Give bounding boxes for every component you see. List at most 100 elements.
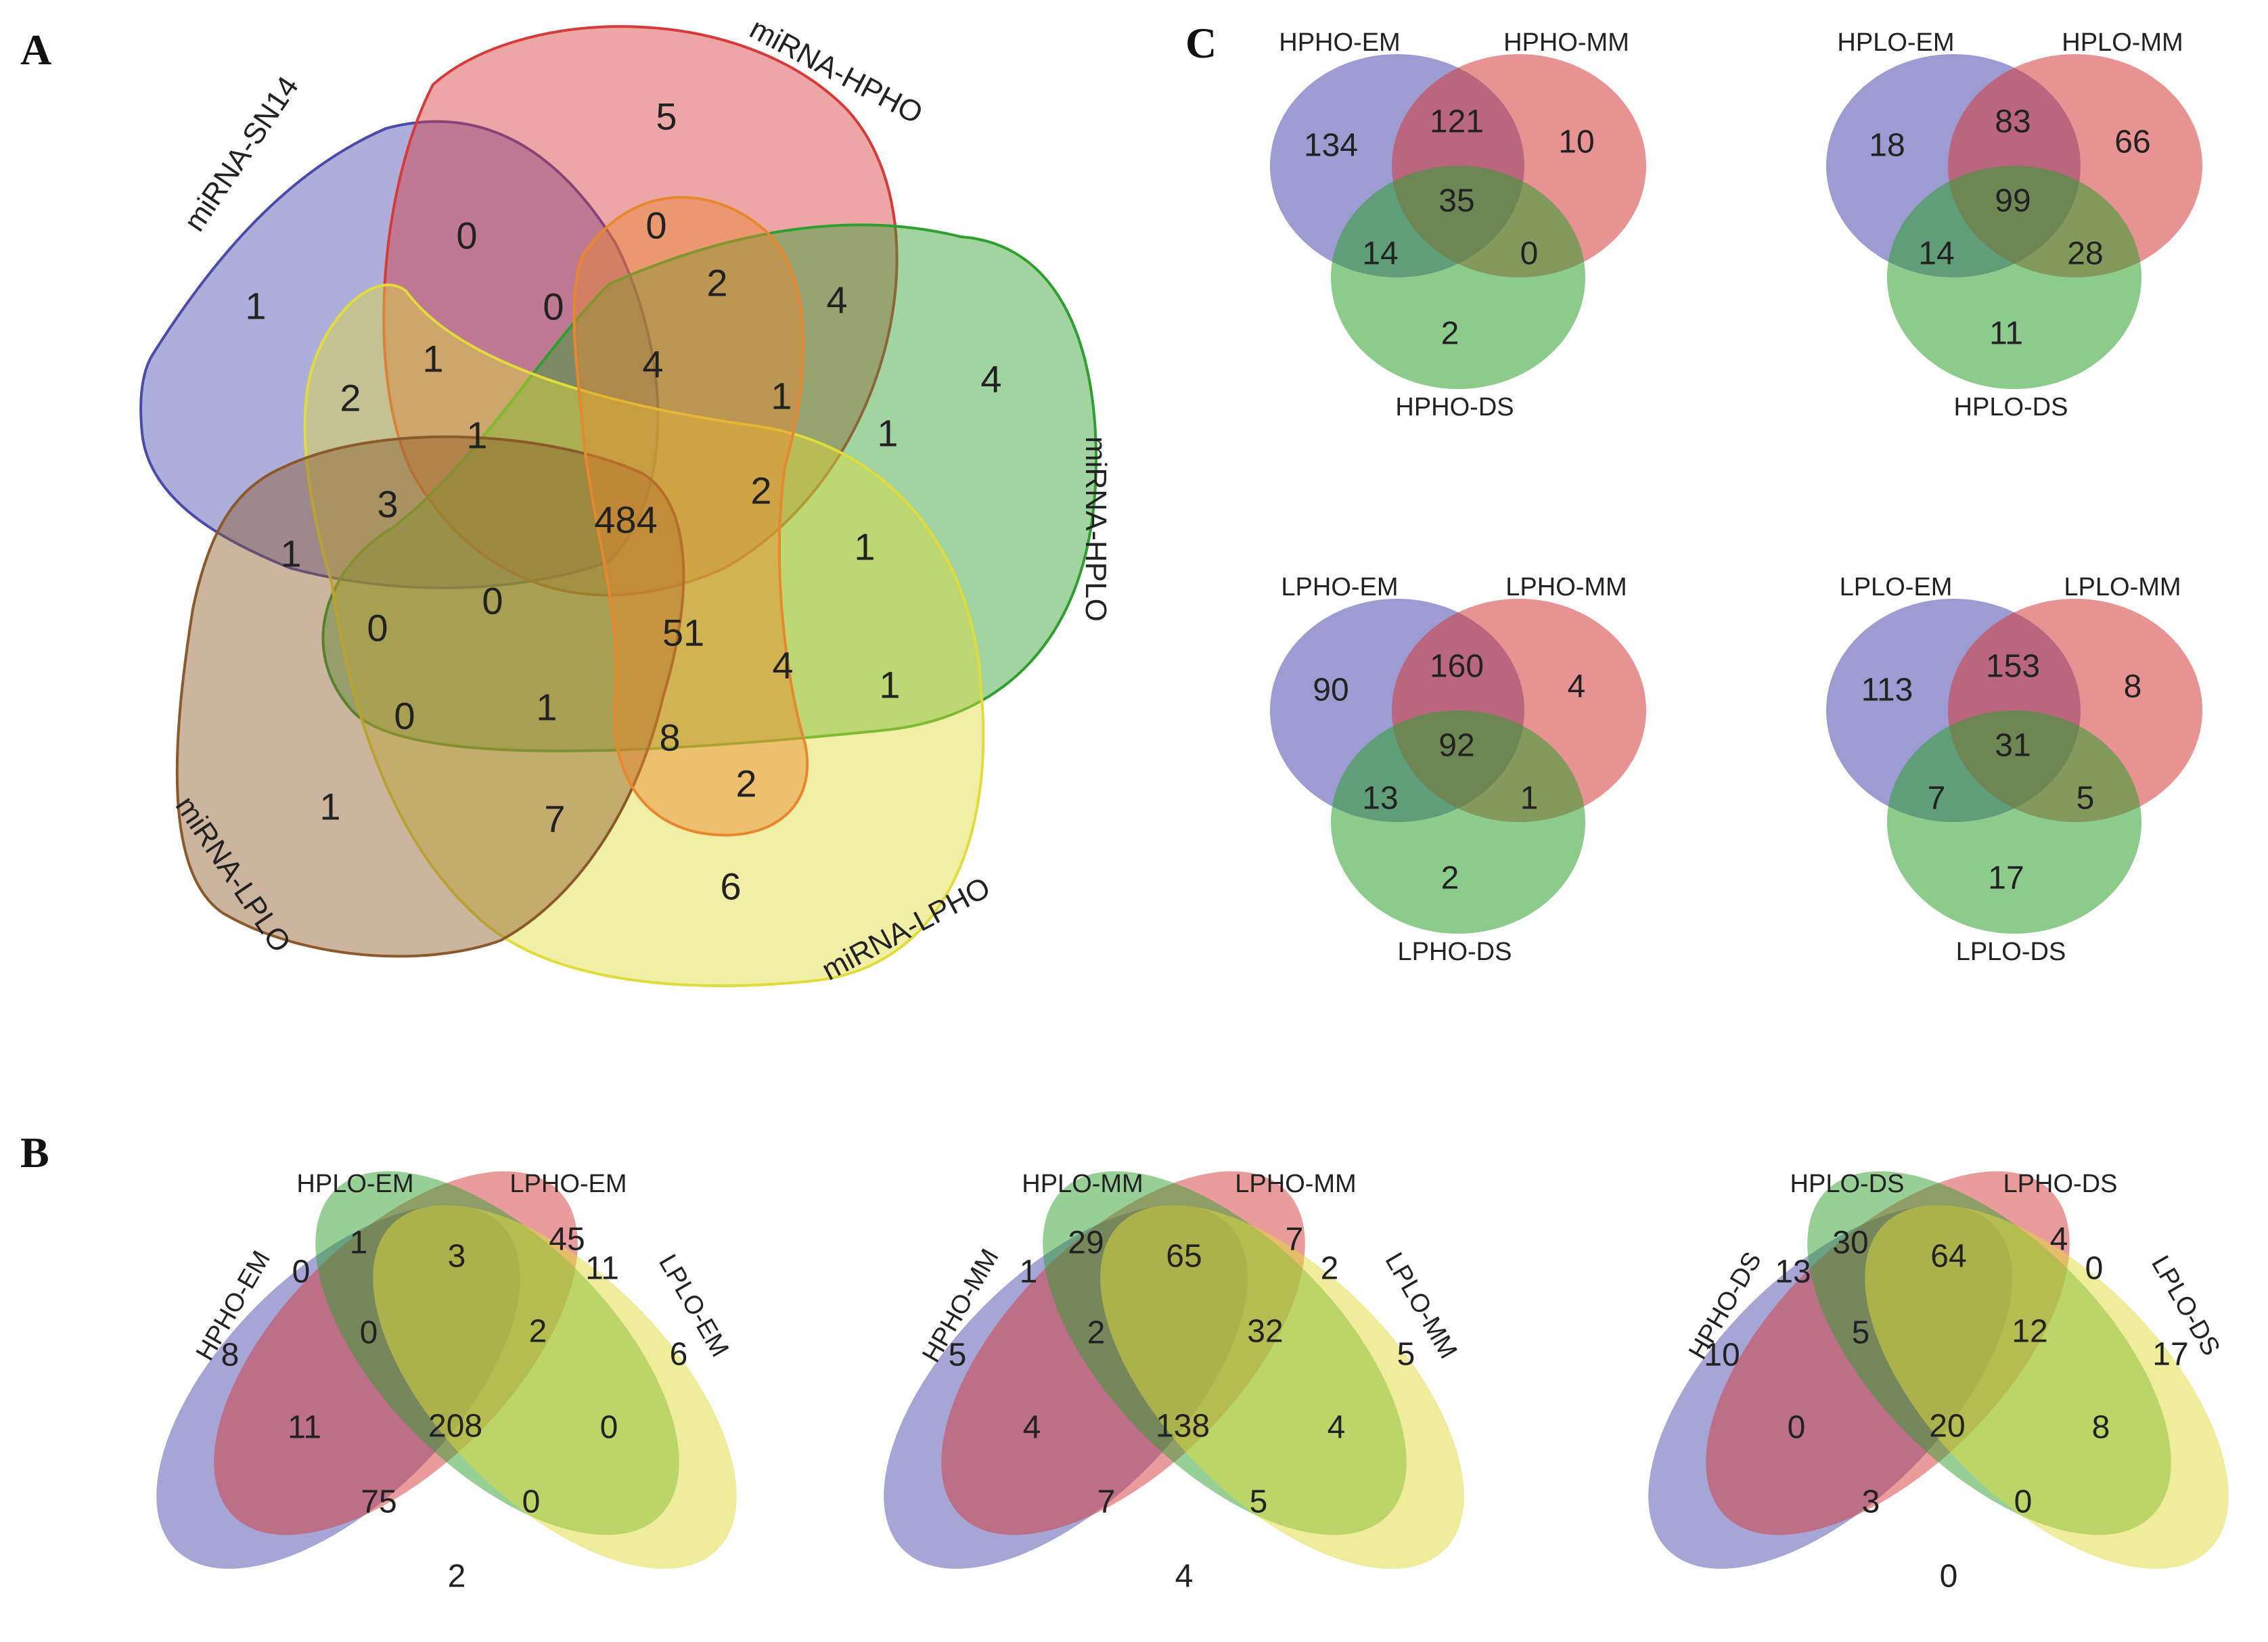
region-count-r-1-h: 1: [536, 686, 557, 729]
venn4-region-count: 30: [1832, 1225, 1868, 1261]
venn4-region-count: 17: [2152, 1337, 2188, 1373]
venn3-1: HPHO-EM HPHO-MM HPHO-DS 134 121 10 35 14 0 2: [1270, 28, 1646, 421]
venn4-region-count: 0: [2085, 1251, 2104, 1287]
venn3-set-label: HPLO-EM: [1837, 28, 1954, 57]
region-count-r-0-f: 0: [394, 695, 415, 737]
venn3-3-circle-3: [1331, 710, 1585, 934]
venn4-region-count: 4: [1023, 1410, 1041, 1446]
region-count-hplo-only: 4: [980, 358, 1001, 401]
venn3-region-count: 90: [1313, 672, 1348, 708]
region-count-r-51: 51: [662, 612, 704, 654]
venn3-2: HPLO-EM HPLO-MM HPLO-DS 18 83 66 99 14 28 11: [1826, 28, 2202, 421]
region-count-r-0-e: 0: [482, 580, 503, 622]
venn4-region-count: 138: [1156, 1409, 1210, 1444]
venn3-set-label: LPHO-MM: [1505, 573, 1627, 601]
venn4-set-label: LPHO-EM: [509, 1170, 627, 1198]
venn3-region-count: 18: [1869, 128, 1905, 164]
panel-a-five-set-venn: A miRNA-SN14 miRNA-HPHO miRNA-HPLO miRNA…: [20, 12, 1112, 987]
set-shape-hpho: [382, 25, 899, 597]
venn4-region-count: 65: [1166, 1239, 1202, 1275]
venn3-region-count: 160: [1430, 649, 1484, 685]
venn4-region-count: 8: [2092, 1410, 2110, 1446]
venn4-region-count: 0: [292, 1254, 311, 1290]
venn4-3-ellipse-4: [1865, 1205, 2229, 1569]
venn4-region-count: 20: [1929, 1409, 1965, 1444]
venn3-4: LPLO-EM LPLO-MM LPLO-DS 113 153 8 31 7 5 17: [1826, 573, 2202, 966]
venn3-set-label: HPHO-DS: [1395, 393, 1514, 421]
venn3-region-count: 28: [2067, 236, 2103, 272]
region-count-r-4-b: 4: [642, 343, 663, 386]
venn4-region-count: 8: [221, 1338, 240, 1373]
venn4-region-count: 5: [949, 1338, 967, 1373]
venn4-1-ellipse-4: [373, 1205, 737, 1569]
venn3-region-count: 10: [1558, 124, 1594, 160]
venn3-region-count: 83: [1995, 104, 2031, 140]
region-count-r-1-e: 1: [877, 412, 898, 455]
venn3-set-label: LPHO-EM: [1281, 573, 1398, 601]
venn4-region-count: 0: [2014, 1484, 2033, 1520]
venn4-region-count: 45: [549, 1222, 585, 1258]
venn4-region-count: 29: [1068, 1225, 1104, 1261]
venn3-region-count: 113: [1861, 672, 1913, 708]
venn4-set-label: HPLO-DS: [1790, 1170, 1905, 1198]
region-count-r-2-a: 2: [706, 262, 727, 304]
panel-label-c: C: [1185, 19, 1217, 67]
region-count-lpho-only: 6: [720, 865, 741, 908]
region-count-r-2-d: 2: [735, 762, 756, 805]
venn3-region-count: 13: [1362, 781, 1398, 817]
venn3-set-label: LPHO-DS: [1398, 938, 1512, 966]
panel-label-a: A: [20, 26, 51, 74]
venn4-region-count: 6: [670, 1337, 688, 1373]
venn3-set-label: LPLO-MM: [2064, 573, 2181, 601]
region-count-r-1-d: 1: [280, 532, 301, 575]
region-count-hpho-only: 5: [656, 95, 677, 138]
venn4-region-count: 11: [585, 1251, 619, 1287]
venn3-set-label: LPLO-EM: [1840, 573, 1953, 601]
venn4-set-label: LPHO-MM: [1235, 1170, 1356, 1198]
venn4-region-count: 3: [1862, 1484, 1880, 1520]
venn3-2-circle-3: [1887, 166, 2141, 389]
venn3-region-count: 121: [1430, 104, 1484, 140]
venn4-region-count: 2: [1087, 1315, 1106, 1351]
region-count-r-2-b: 2: [340, 377, 361, 419]
venn4-set-label: LPHO-DS: [2003, 1170, 2118, 1198]
set-shape-lplo: [175, 435, 685, 958]
venn4-region-count: 3: [448, 1239, 466, 1275]
venn4-region-count: 1: [1020, 1254, 1038, 1290]
region-count-r-7: 7: [544, 798, 565, 840]
venn3-set-label: LPLO-DS: [1956, 938, 2066, 966]
venn4-2-ellipse-4: [1100, 1205, 1464, 1569]
venn3-region-count: 17: [1988, 861, 2024, 896]
venn3-region-count: 4: [1568, 669, 1586, 705]
region-count-r-2-c: 2: [750, 470, 771, 512]
region-count-r-0-c: 0: [543, 286, 564, 328]
venn4-region-count: 11: [288, 1410, 321, 1446]
set-shape-lpho: [303, 283, 985, 987]
venn3-region-count: 134: [1304, 128, 1358, 164]
region-count-r-8: 8: [659, 716, 680, 759]
venn4-region-count: 208: [428, 1409, 482, 1444]
venn4-region-count: 0: [1788, 1410, 1806, 1446]
region-count-r-1-c: 1: [466, 414, 487, 457]
venn3-region-count: 14: [1362, 236, 1398, 272]
venn4-region-count: 12: [2012, 1314, 2047, 1350]
venn3-set-label: HPHO-MM: [1503, 28, 1629, 57]
venn3-1-circle-3: [1331, 166, 1585, 389]
venn4-region-count: 32: [1247, 1314, 1283, 1350]
venn4-region-count: 4: [1328, 1410, 1346, 1446]
region-count-lplo-only: 1: [319, 785, 340, 828]
panel-label-b: B: [20, 1128, 49, 1177]
venn3-region-count: 99: [1995, 183, 2031, 219]
venn3-region-count: 2: [1441, 316, 1459, 352]
region-count-r-4-a: 4: [826, 279, 847, 321]
venn3-region-count: 8: [2124, 669, 2142, 705]
venn4-region-count: 64: [1930, 1239, 1966, 1275]
venn4-region-count: 5: [1397, 1337, 1415, 1373]
region-count-r-1-g: 1: [879, 664, 900, 706]
set-shape-orange-lobe: [572, 196, 809, 837]
